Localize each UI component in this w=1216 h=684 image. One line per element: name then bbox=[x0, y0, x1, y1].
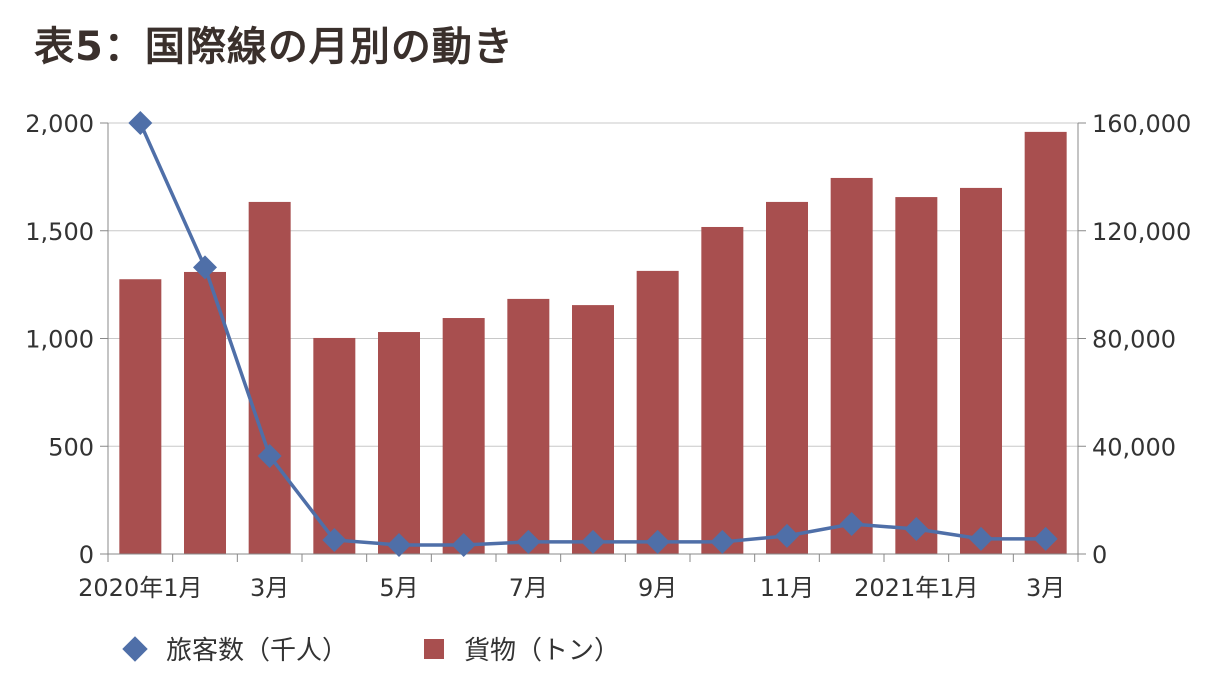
passengers-point bbox=[581, 529, 605, 554]
cargo-bar bbox=[507, 298, 550, 554]
diamond-marker-icon bbox=[122, 635, 148, 662]
legend-label: 貨物（トン） bbox=[464, 636, 621, 666]
cargo-bar bbox=[572, 305, 614, 554]
cargo-bar bbox=[119, 279, 162, 554]
y-right-tick-label: 160,000 bbox=[1092, 110, 1191, 138]
cargo-bar bbox=[766, 201, 808, 554]
legend-passengers: 旅客数（千人） bbox=[122, 630, 349, 667]
passengers-point bbox=[322, 527, 347, 552]
passengers-point bbox=[839, 512, 864, 537]
y-left-tick-label: 500 bbox=[48, 433, 94, 461]
cargo-bar bbox=[895, 197, 938, 554]
y-left-tick-label: 1,500 bbox=[25, 218, 94, 246]
cargo-bar bbox=[248, 201, 291, 554]
legend-cargo: 貨物（トン） bbox=[424, 630, 620, 667]
cargo-bar bbox=[960, 187, 1002, 554]
passengers-point bbox=[775, 523, 799, 548]
passengers-point bbox=[904, 517, 929, 542]
y-right-tick-label: 0 bbox=[1092, 541, 1107, 569]
y-right-tick-label: 120,000 bbox=[1092, 218, 1191, 246]
x-tick-label: 3月 bbox=[1026, 574, 1065, 602]
legend-label: 旅客数（千人） bbox=[166, 636, 349, 666]
square-marker-icon bbox=[424, 638, 444, 659]
y-right-tick-label: 40,000 bbox=[1092, 433, 1176, 461]
passengers-point bbox=[710, 529, 735, 554]
cargo-bar bbox=[1024, 131, 1067, 554]
passengers-point bbox=[516, 529, 541, 554]
x-tick-label: 5月 bbox=[379, 574, 418, 602]
x-tick-label: 11月 bbox=[760, 574, 815, 602]
y-left-tick-label: 1,000 bbox=[25, 326, 94, 354]
x-tick-label: 9月 bbox=[638, 574, 677, 602]
passengers-point bbox=[1033, 526, 1058, 551]
x-tick-label: 7月 bbox=[509, 574, 548, 602]
cargo-bar bbox=[636, 270, 679, 554]
passengers-point bbox=[969, 526, 993, 551]
chart-title: 表5：国際線の月別の動き bbox=[34, 24, 514, 70]
passengers-point bbox=[193, 255, 217, 280]
x-tick-label: 2020年1月 bbox=[78, 574, 202, 602]
passengers-point bbox=[387, 532, 411, 557]
y-left-tick-label: 0 bbox=[79, 541, 94, 569]
passengers-point bbox=[128, 111, 153, 135]
x-tick-label: 2021年1月 bbox=[854, 574, 978, 602]
y-right-tick-label: 80,000 bbox=[1092, 326, 1176, 354]
x-tick-label: 3月 bbox=[250, 574, 289, 602]
y-left-tick-label: 2,000 bbox=[25, 110, 94, 138]
cargo-bar bbox=[442, 318, 485, 554]
passengers-point bbox=[257, 443, 282, 468]
cargo-bar bbox=[378, 332, 420, 554]
cargo-bar bbox=[830, 177, 873, 554]
passengers-point bbox=[645, 529, 670, 554]
passengers-point bbox=[451, 532, 476, 557]
cargo-bar bbox=[184, 271, 226, 554]
cargo-bar bbox=[313, 337, 356, 554]
cargo-bar bbox=[701, 226, 744, 554]
